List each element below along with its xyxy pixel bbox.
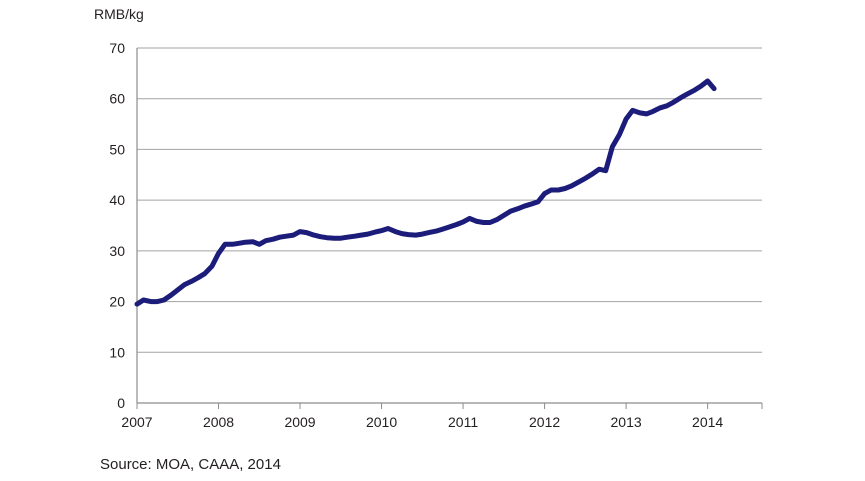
x-tick-label-2014: 2014 [692,414,723,430]
x-tick-label-2013: 2013 [611,414,642,430]
axes [136,48,762,404]
gridlines [137,47,762,353]
y-tick-label-70: 70 [109,40,125,56]
x-tick-label-2007: 2007 [121,414,152,430]
x-tick-label-2009: 2009 [284,414,315,430]
y-tick-label-30: 30 [109,243,125,259]
y-tick-label-50: 50 [109,141,125,157]
x-tick-label-2011: 2011 [448,414,478,430]
y-tick-label-60: 60 [109,91,125,107]
y-tick-label-10: 10 [109,344,125,360]
x-tick-labels: 2007 2008 2009 2010 2011 2012 2013 2014 [121,403,763,430]
y-tick-labels: 0 10 20 30 40 50 60 70 [109,40,125,411]
x-tick-label-2010: 2010 [366,414,397,430]
x-tick-label-2008: 2008 [203,414,234,430]
y-tick-label-0: 0 [117,395,125,411]
series [134,78,717,307]
y-axis-unit-label: RMB/kg [94,6,144,22]
y-tick-label-40: 40 [109,192,125,208]
x-tick-label-2012: 2012 [529,414,560,430]
series-line-0 [134,78,717,307]
source-note: Source: MOA, CAAA, 2014 [100,456,281,473]
y-tick-label-20: 20 [109,294,125,310]
